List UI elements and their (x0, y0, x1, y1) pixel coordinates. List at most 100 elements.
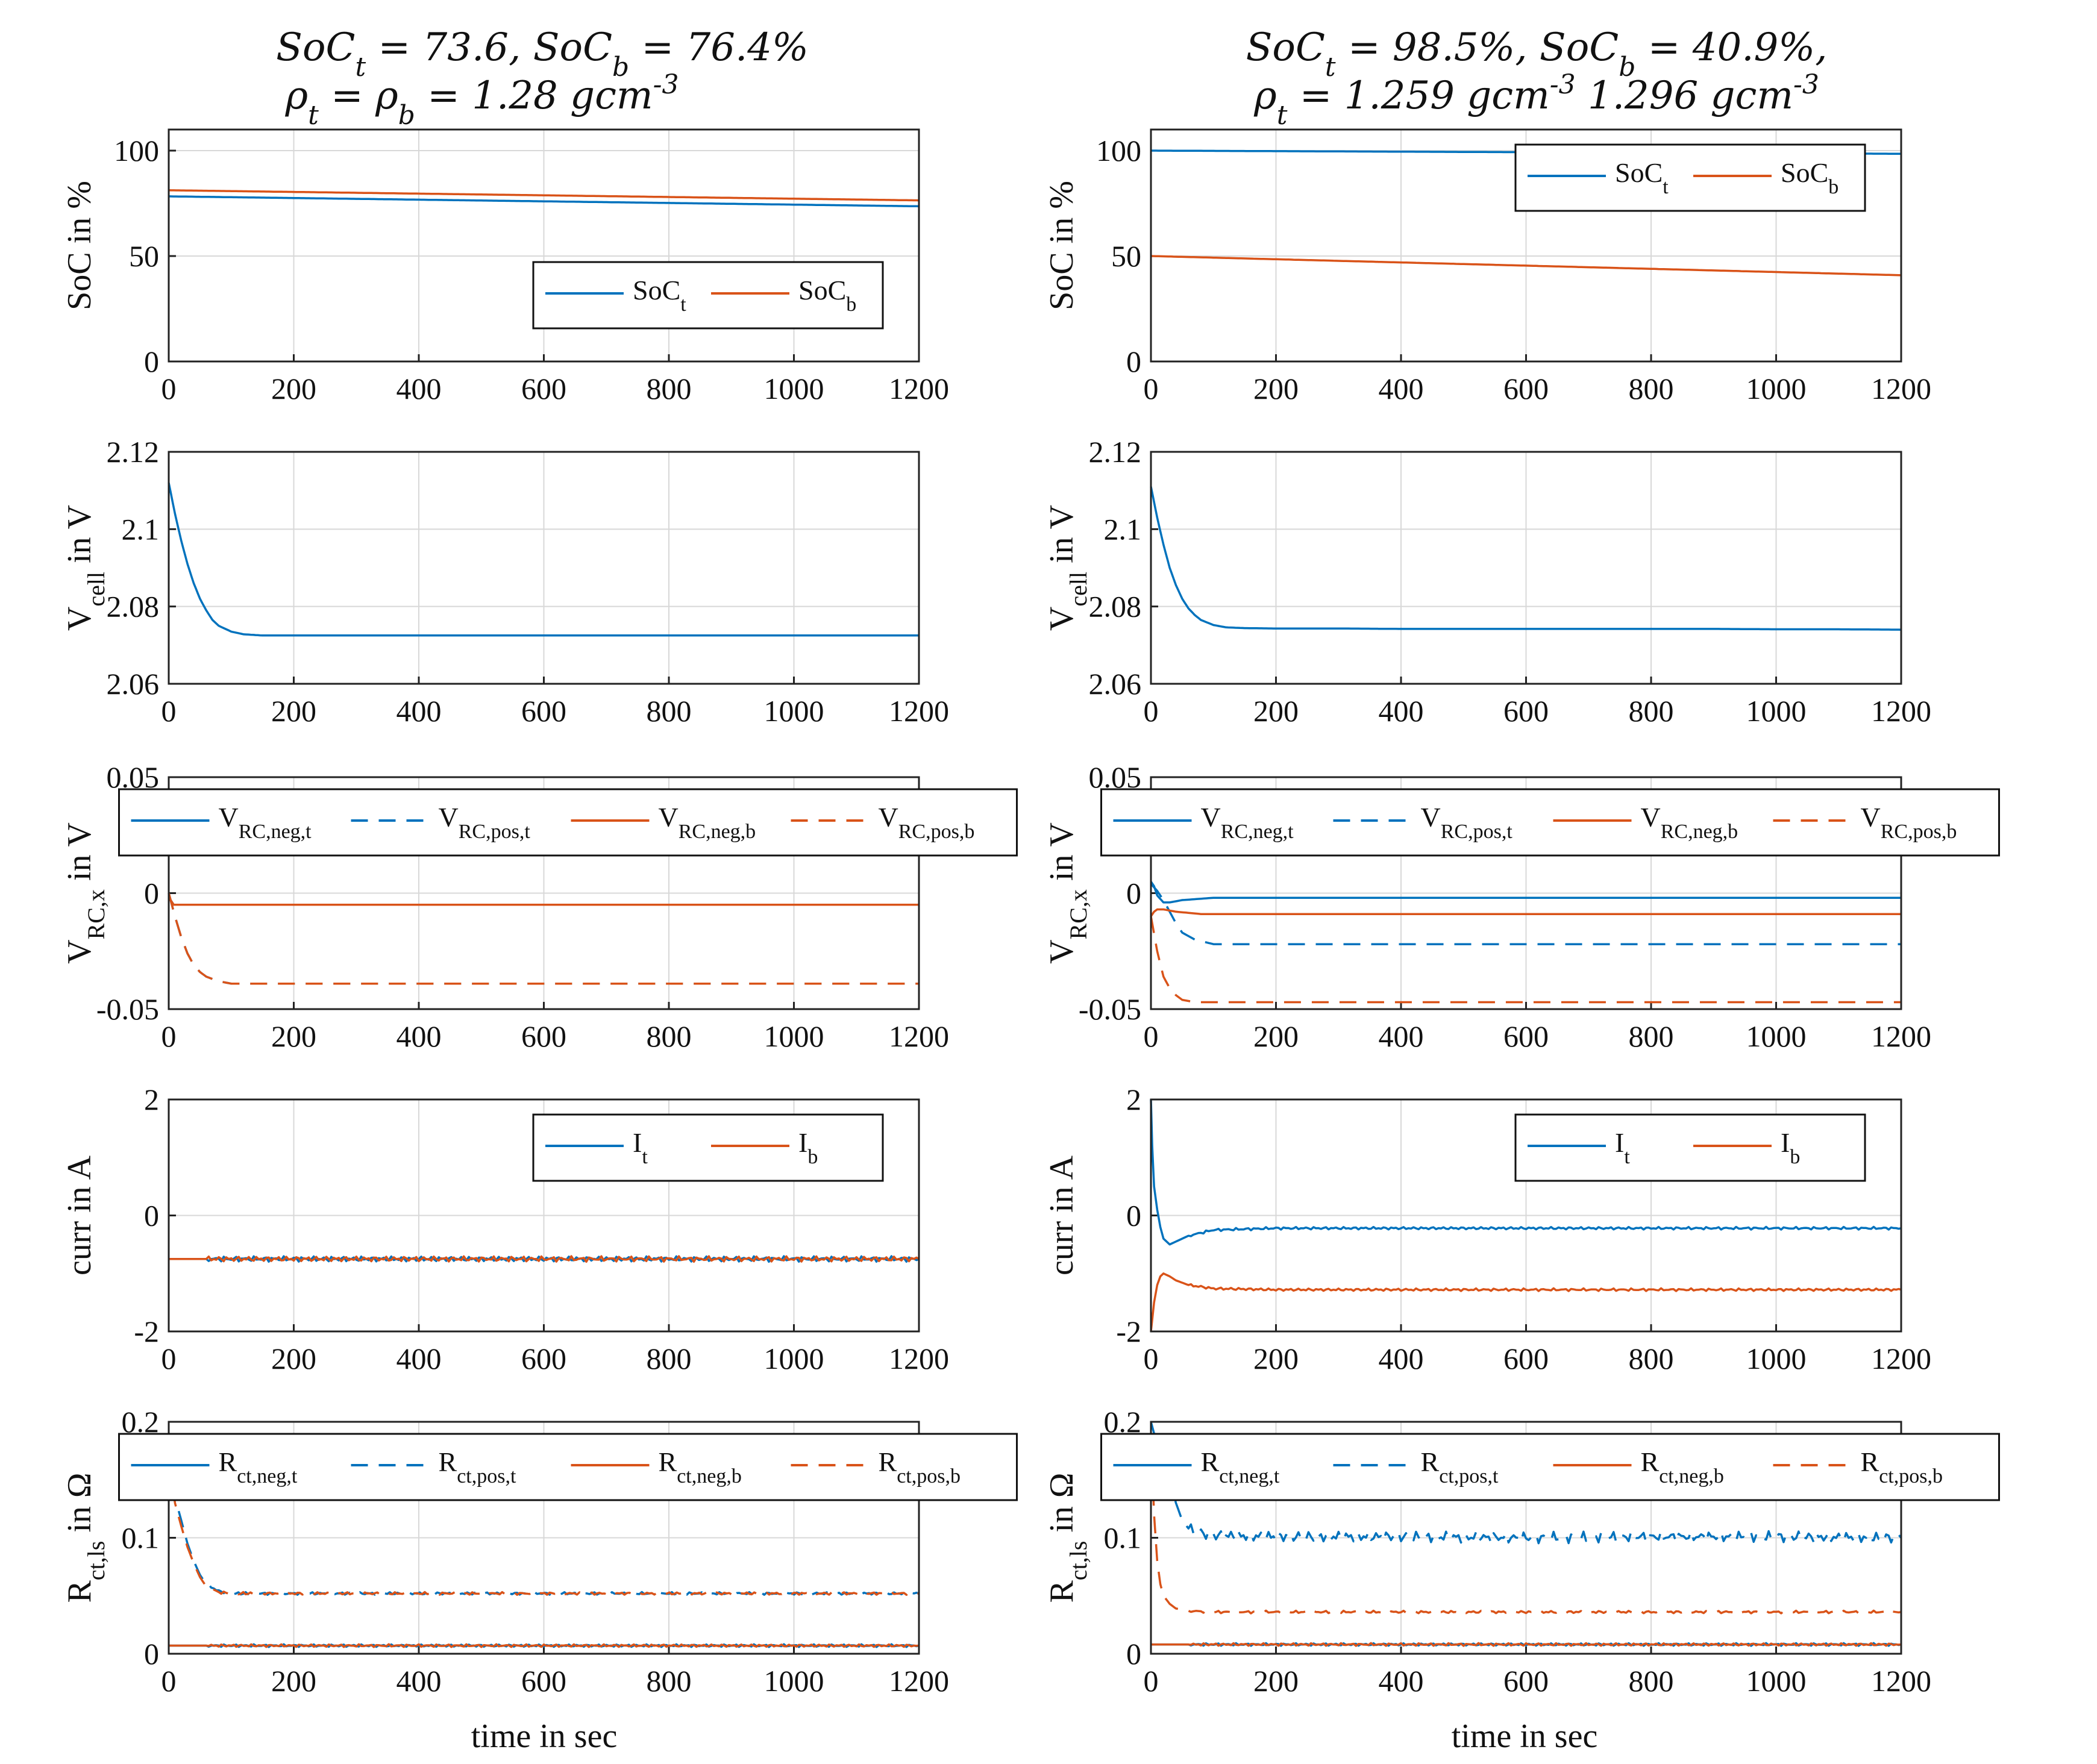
series-line-i-t (1150, 1099, 1902, 1246)
legend: Rct,neg,t​ Rct,pos,t​ Rct,neg,b​ Rct,pos,b​ (118, 1433, 1018, 1501)
x-tick-label: 600 (521, 1342, 566, 1375)
series-line-i-t (169, 1255, 920, 1263)
y-axis-label: Vcell​ in V (61, 505, 110, 631)
x-tick-label: 0 (1144, 1019, 1159, 1053)
x-tick-label: 400 (1379, 1019, 1424, 1053)
x-tick-label: 600 (1503, 1664, 1549, 1698)
x-tick-label: 600 (521, 1019, 566, 1053)
y-tick-label: 0 (1126, 877, 1141, 910)
legend-label: Rct,neg,t​ (1201, 1447, 1280, 1487)
y-axis-label: VRC,x​ in V (1043, 822, 1092, 964)
y-tick-label: 0 (1126, 1199, 1141, 1233)
legend-label: VRC,pos,b​ (1861, 802, 1957, 843)
x-tick-label: 800 (647, 694, 692, 728)
y-tick-label: -2 (1116, 1315, 1141, 1348)
x-tick-label: 1000 (1746, 1342, 1807, 1375)
x-tick-label: 200 (271, 1019, 316, 1053)
x-tick-label: 600 (521, 1664, 566, 1698)
column-title-left-line2: ρt​ = ρb​ = 1.28 gcm-3​ (285, 69, 679, 131)
legend: It​ Ib​ (532, 1113, 884, 1182)
x-tick-label: 400 (397, 372, 442, 405)
legend-label: SoCb​ (1781, 157, 1838, 198)
y-tick-label: 2 (144, 1083, 159, 1116)
series-line-v-rc-neg-b (168, 893, 919, 906)
x-tick-label: 0 (161, 1664, 177, 1698)
series-line-v-cell (1150, 486, 1902, 631)
x-tick-label: 400 (397, 1342, 442, 1375)
legend-label: VRC,pos,t​ (1421, 802, 1513, 843)
x-tick-label: 600 (521, 694, 566, 728)
x-axis-label-right: time in sec (1452, 1718, 1598, 1755)
y-tick-label: 0 (144, 345, 159, 378)
x-tick-label: 1200 (889, 1664, 949, 1698)
x-tick-label: 400 (1379, 372, 1424, 405)
legend-label: VRC,pos,t​ (439, 802, 531, 843)
y-tick-label: 2 (1126, 1083, 1141, 1116)
x-tick-label: 800 (1629, 1342, 1674, 1375)
y-tick-label: 0.1 (122, 1521, 160, 1555)
x-tick-label: 1200 (1871, 1342, 1931, 1375)
y-tick-label: 2.08 (107, 590, 160, 624)
x-tick-label: 200 (271, 1342, 316, 1375)
series-line-v-rc-pos-t (1150, 883, 1901, 945)
y-tick-label: 50 (1111, 239, 1141, 273)
x-tick-label: 600 (1503, 694, 1549, 728)
axes-frame (1150, 128, 1902, 363)
x-tick-label: 0 (161, 1342, 177, 1375)
y-tick-label: 2.1 (1104, 512, 1142, 546)
legend-label: It​ (633, 1127, 648, 1168)
x-tick-label: 0 (161, 694, 177, 728)
x-tick-label: 200 (271, 1664, 316, 1698)
panel-soc-right: 0 200 400 600 800 1000 1200 0 50 100 SoC in % SoCt​… (1043, 128, 1931, 405)
x-tick-label: 1000 (1746, 1019, 1807, 1053)
axes-frame (1150, 1098, 1902, 1333)
legend-label: VRC,neg,t​ (1201, 802, 1294, 843)
legend-label: VRC,neg,b​ (659, 802, 756, 843)
legend-label: SoCb​ (798, 275, 856, 316)
axes-frame (1150, 776, 1902, 1010)
x-tick-label: 400 (397, 1664, 442, 1698)
series-line-v-rc-pos-b (1150, 916, 1901, 1004)
legend-label: Rct,pos,t​ (439, 1447, 516, 1487)
axes-frame (168, 451, 920, 685)
x-tick-label: 200 (1253, 1664, 1299, 1698)
x-tick-label: 800 (1629, 694, 1674, 728)
series-line-v-cell (168, 482, 919, 637)
y-axis-label: curr in A (1043, 1155, 1080, 1275)
legend-label: VRC,pos,b​ (879, 802, 975, 843)
legend: It​ Ib​ (1514, 1113, 1866, 1182)
y-tick-label: 100 (1096, 134, 1141, 167)
legend-label: Rct,pos,b​ (1861, 1447, 1943, 1487)
y-axis-label: Rct,ls​ in Ω (1043, 1472, 1092, 1603)
x-tick-label: 600 (1503, 372, 1549, 405)
column-title-left-line1: SoCt​ = 73.6, SoCb​ = 76.4% (276, 25, 809, 83)
series-line-i-b (169, 1255, 920, 1263)
x-tick-label: 400 (397, 1019, 442, 1053)
y-axis-label: Vcell​ in V (1043, 505, 1092, 631)
axes-frame (168, 1421, 920, 1655)
x-tick-label: 200 (1253, 694, 1299, 728)
series-line-r-ct-pos-t (1150, 1421, 1902, 1545)
legend-label: Rct,pos,b​ (879, 1447, 961, 1487)
y-axis-label: SoC in % (1043, 181, 1080, 310)
x-tick-label: 1200 (1871, 1664, 1931, 1698)
series-line-v-rc-pos-b (168, 893, 919, 985)
x-tick-label: 1200 (889, 1019, 949, 1053)
x-tick-label: 1000 (1746, 1664, 1807, 1698)
x-tick-label: 0 (1144, 1342, 1159, 1375)
panel-vcell-right: 0 200 400 600 800 1000 1200 2.06 2.08 2.1 2.12 Vcel… (1043, 435, 1931, 728)
legend-label: It​ (1615, 1127, 1630, 1168)
x-tick-label: 1200 (889, 694, 949, 728)
y-tick-label: 0 (144, 1637, 159, 1671)
x-tick-label: 400 (397, 694, 442, 728)
x-tick-label: 0 (161, 372, 177, 405)
series-line-soc-t (168, 195, 920, 208)
x-tick-label: 1000 (764, 1342, 824, 1375)
x-tick-label: 400 (1379, 694, 1424, 728)
x-tick-label: 1000 (764, 1019, 824, 1053)
x-tick-label: 1200 (1871, 694, 1931, 728)
